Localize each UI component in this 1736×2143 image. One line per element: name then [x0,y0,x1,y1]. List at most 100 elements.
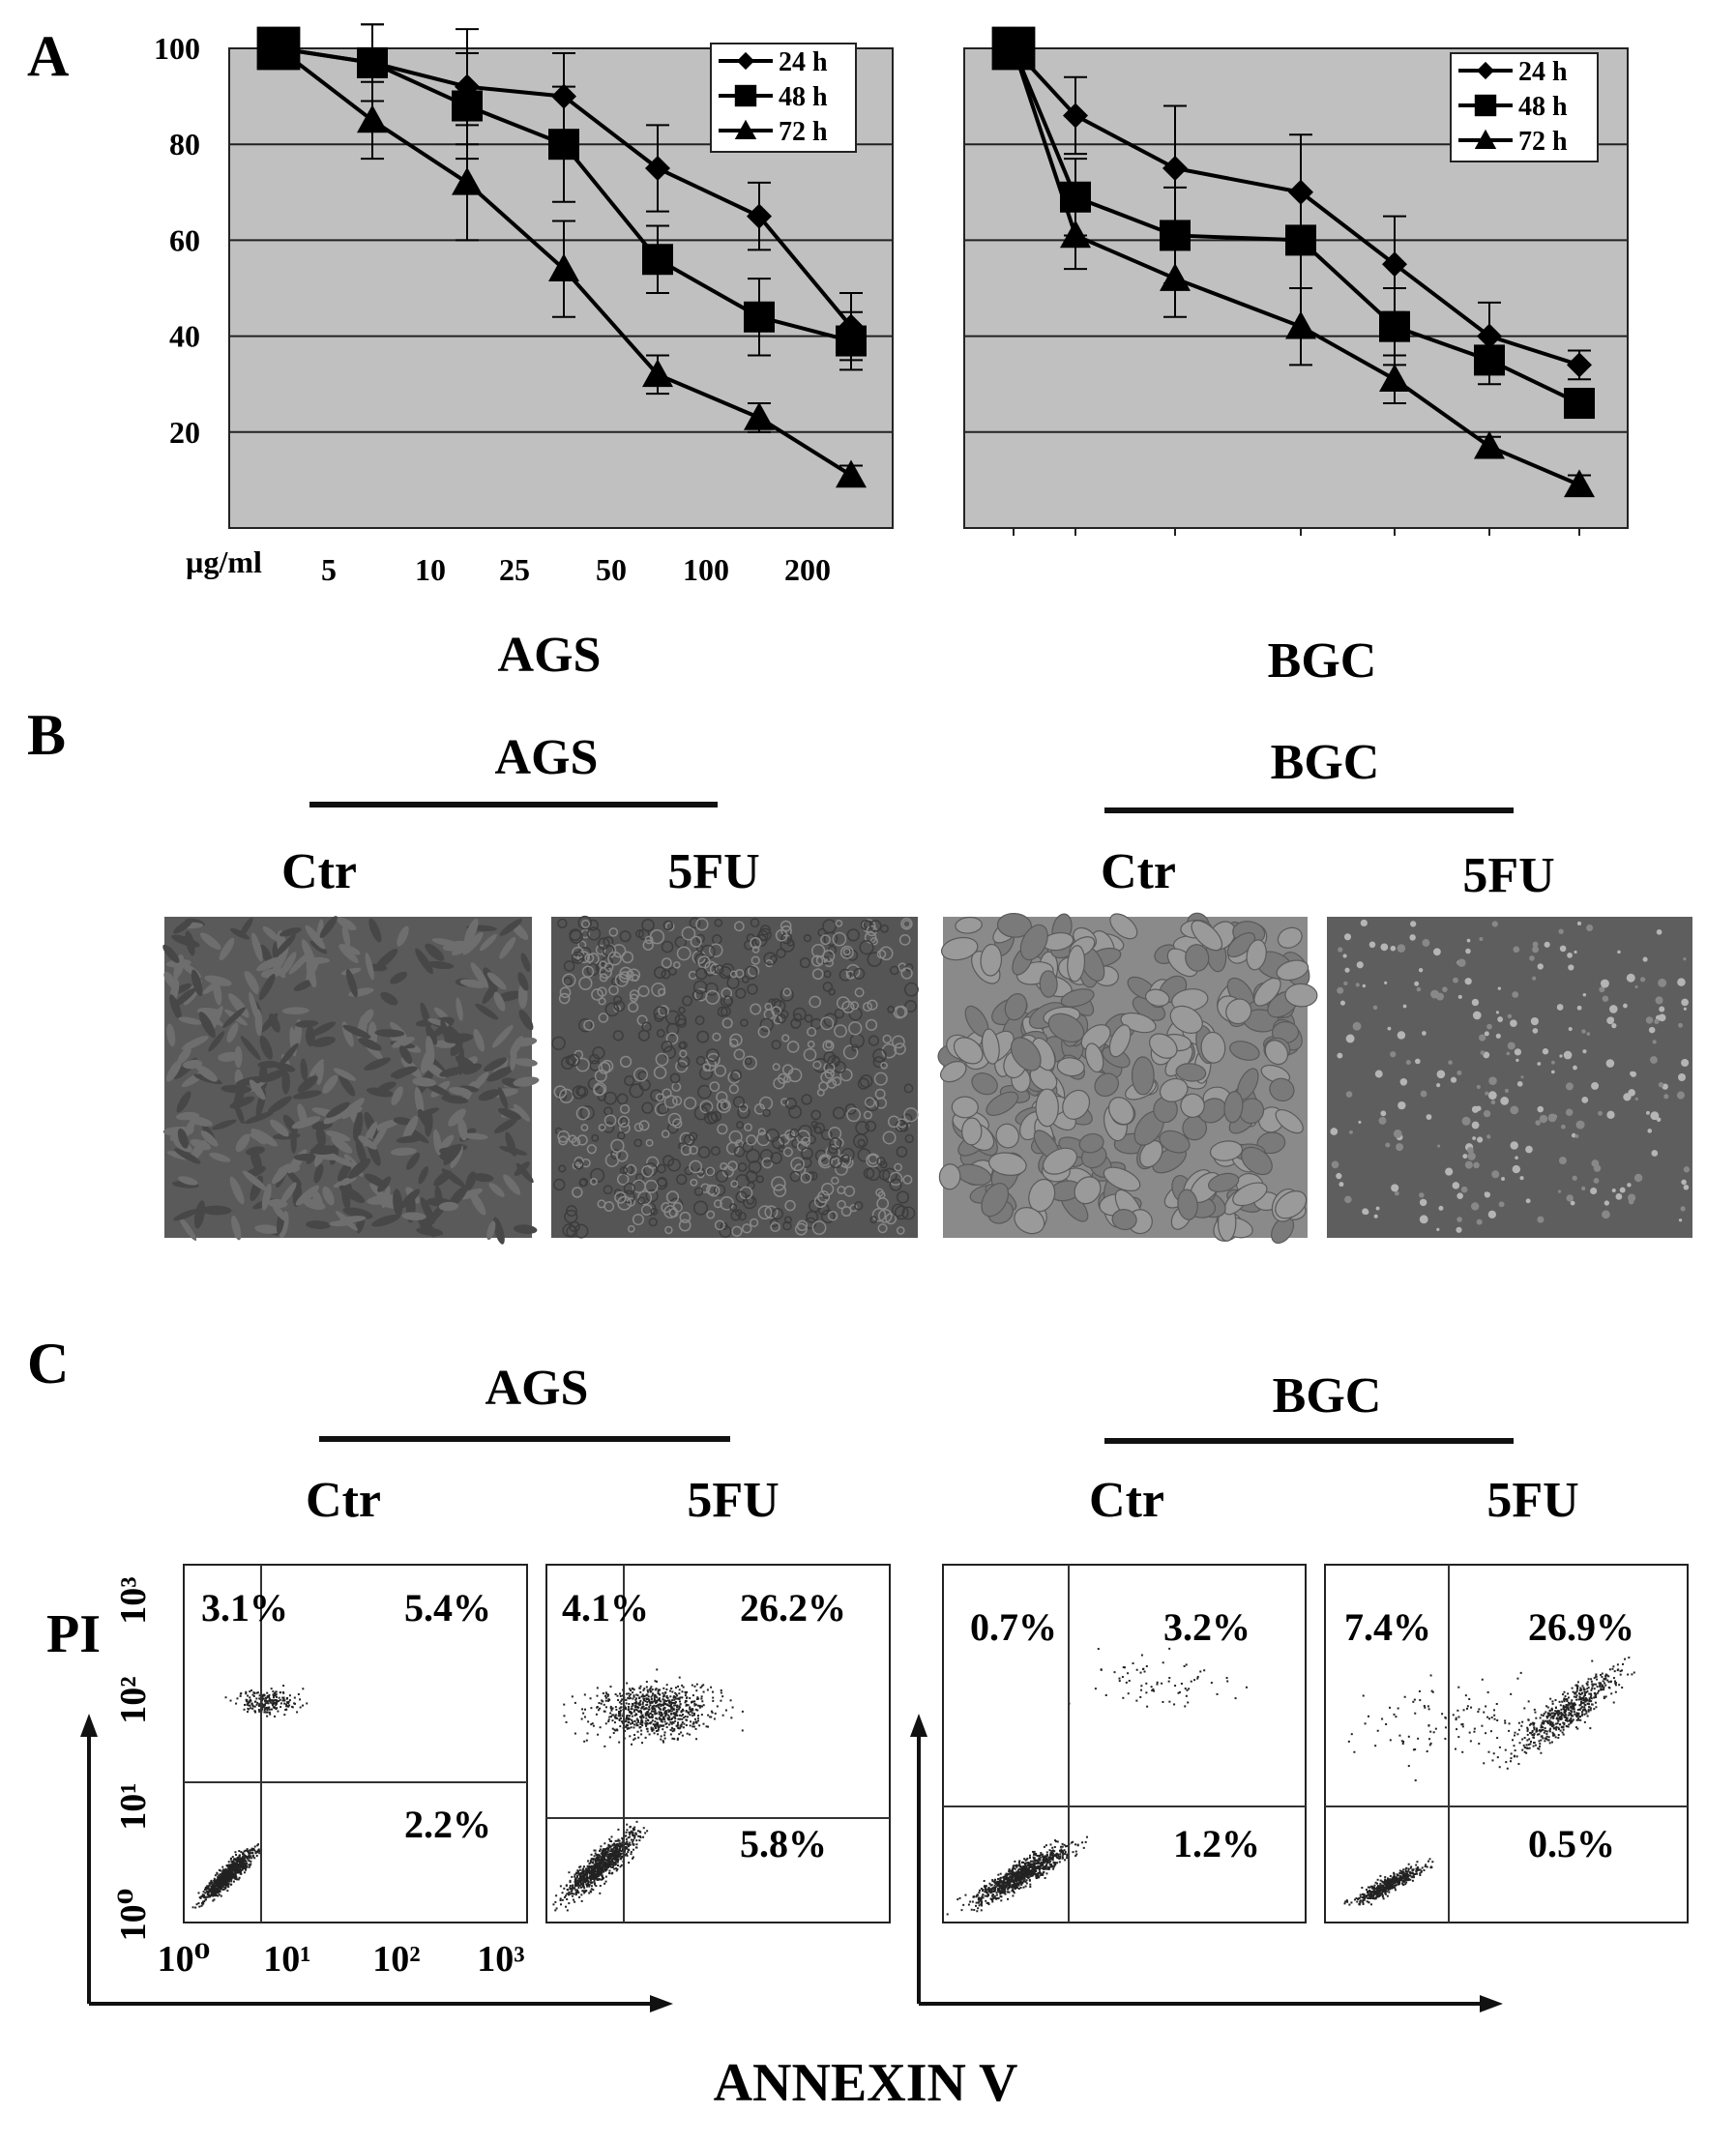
cell [1352,1021,1362,1031]
cell [325,1101,350,1118]
cell [719,1225,732,1239]
cell [1600,979,1609,988]
cell [896,1226,905,1235]
cell [1472,1011,1482,1020]
bgc-chart-title: BGC [1268,633,1377,689]
flow-event-dot [559,1897,562,1900]
cell [1654,1018,1660,1024]
cell [823,1013,838,1027]
flow-event-dot [618,1701,621,1704]
cell [358,1038,382,1051]
cell [764,1205,779,1219]
flow-event-dot [676,1737,679,1740]
flow-event-dot [707,1725,710,1728]
cell [575,1106,590,1121]
flow-event-dot [239,1694,242,1697]
cell [1606,1110,1615,1119]
cell [513,1224,538,1235]
cell [1397,944,1406,953]
cell [1609,1005,1618,1013]
ags-dose-label: 200 [784,552,831,587]
flow-event-dot [639,1725,642,1728]
flow-event-dot [655,1705,658,1708]
cell [740,1018,749,1027]
flow-event-dot [589,1890,592,1893]
flow-event-dot [574,1893,577,1896]
cell [368,918,382,943]
cell [617,1115,630,1128]
flow-event-dot [607,1847,610,1850]
cell [1393,1130,1402,1138]
cell [696,1030,710,1043]
flow-event-dot [602,1878,604,1881]
cell [705,1166,716,1177]
cell [431,938,460,948]
cell [1640,977,1646,983]
cell [612,944,627,958]
flow-event-dot [645,1723,648,1726]
micrograph-ags-5fu [551,915,919,1239]
cell [770,1221,780,1233]
flow-event-dot [266,1701,269,1704]
cell [1510,1141,1518,1150]
flow-event-dot [652,1723,655,1726]
flow-event-dot [663,1731,666,1734]
bgc-point-24h [1162,156,1188,181]
flow-event-dot [640,1729,643,1732]
flow-event-dot [574,1701,576,1704]
cell [825,1145,840,1160]
bgc-point-72h [1564,469,1595,498]
cell [1559,945,1567,953]
flow-event-dot [692,1712,695,1715]
flow-event-dot [618,1848,621,1851]
cell [341,925,351,948]
flow-event-dot [299,1706,302,1709]
cell [1645,1016,1654,1024]
cell [272,1204,288,1222]
flow-event-dot [611,1850,614,1853]
flow-event-dot [206,1891,209,1893]
flow-event-dot [616,1854,619,1857]
flow-event-dot [213,1884,216,1887]
cell [676,1173,688,1186]
cell [840,1206,852,1218]
flow-event-dot [230,1880,233,1883]
cell [881,1042,897,1059]
flow-event-dot [671,1690,674,1693]
flow-event-dot [720,1699,722,1702]
cell [658,1005,669,1016]
cell [491,1024,514,1048]
flow-event-dot [236,1697,239,1700]
flow-event-dot [612,1714,615,1717]
flow-event-dot [702,1722,705,1725]
cell [717,1123,728,1135]
cell [1519,1176,1524,1181]
flow-event-dot [653,1695,656,1698]
cell [603,1091,617,1105]
cell [177,1047,191,1064]
flow-event-dot [678,1705,681,1708]
cell [822,982,834,992]
flow-event-dot [638,1839,641,1842]
cell [563,977,573,986]
flow-event-dot [634,1704,637,1707]
flow-event-dot [569,1884,572,1887]
flow-event-dot [578,1895,581,1898]
flow-event-dot [695,1689,698,1692]
flow-event-dot [689,1706,691,1709]
cell [619,1122,631,1134]
cell [406,1152,421,1170]
cell [471,1072,489,1092]
cell [1535,1120,1541,1126]
cell [1683,1007,1687,1011]
cell [551,1036,566,1051]
bgc-point-48h [1564,388,1595,420]
flow-event-dot [631,1721,633,1724]
flow-event-dot [631,1705,633,1708]
flow-event-dot [587,1869,590,1872]
flow-event-dot [614,1717,617,1719]
flow-event-dot [635,1714,638,1717]
cell [1471,998,1480,1007]
cell [1532,1028,1539,1034]
flow-event-dot [1072,1851,1074,1854]
